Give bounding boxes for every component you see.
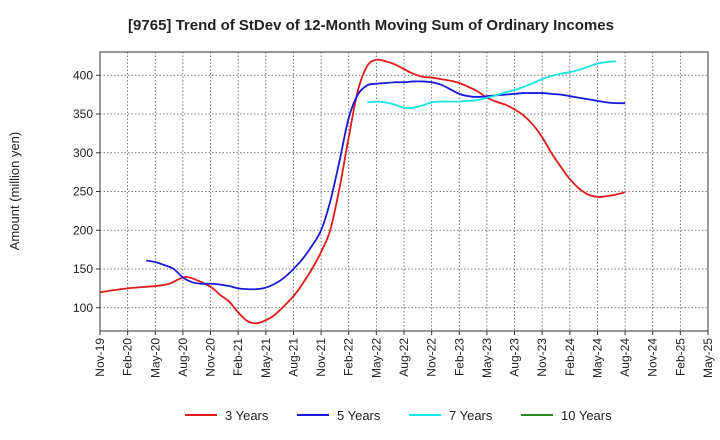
series-line-3-years bbox=[99, 58, 626, 325]
x-tick-label: Nov-20 bbox=[204, 338, 218, 377]
y-axis-label: Amount (million yen) bbox=[7, 132, 22, 251]
x-tick-label: May-25 bbox=[701, 338, 715, 378]
chart-title: [9765] Trend of StDev of 12-Month Moving… bbox=[128, 17, 614, 34]
y-tick-label: 250 bbox=[73, 185, 93, 199]
x-tick-label: May-20 bbox=[148, 338, 162, 378]
x-tick-label: Nov-19 bbox=[93, 338, 107, 377]
y-ticks: 100 150 200 250 300 350 400 bbox=[73, 68, 100, 315]
y-tick-label: 200 bbox=[73, 223, 93, 237]
x-tick-label: Aug-23 bbox=[508, 338, 522, 377]
x-tick-label: Nov-22 bbox=[425, 338, 439, 377]
x-tick-label: Feb-23 bbox=[452, 338, 466, 376]
x-tick-label: May-23 bbox=[480, 338, 494, 378]
x-tick-label: Aug-21 bbox=[286, 338, 300, 377]
x-tick-label: May-24 bbox=[590, 338, 604, 378]
y-tick-label: 350 bbox=[73, 107, 93, 121]
y-tick-label: 300 bbox=[73, 146, 93, 160]
x-tick-label: Feb-21 bbox=[231, 338, 245, 376]
series-layer bbox=[99, 58, 626, 325]
x-tick-label: May-21 bbox=[259, 338, 273, 378]
x-tick-label: Nov-21 bbox=[314, 338, 328, 377]
x-tick-label: Nov-23 bbox=[535, 338, 549, 377]
series-line-5-years bbox=[146, 80, 626, 291]
x-tick-label: Nov-24 bbox=[646, 338, 660, 377]
x-tick-label: Feb-24 bbox=[563, 338, 577, 376]
legend-label-3-years: 3 Years bbox=[225, 408, 269, 423]
x-tick-label: Feb-22 bbox=[342, 338, 356, 376]
x-tick-label: Aug-22 bbox=[397, 338, 411, 377]
x-tick-label: Feb-25 bbox=[673, 338, 687, 376]
x-tick-label: Feb-20 bbox=[121, 338, 135, 376]
x-tick-label: Aug-20 bbox=[176, 338, 190, 377]
legend: 3 Years 5 Years 7 Years 10 Years bbox=[185, 408, 612, 423]
legend-label-10-years: 10 Years bbox=[561, 408, 612, 423]
x-tick-label: Aug-24 bbox=[618, 338, 632, 377]
y-tick-label: 150 bbox=[73, 262, 93, 276]
x-ticks: Nov-19 Feb-20 May-20 Aug-20 Nov-20 Feb-21 May-… bbox=[93, 331, 715, 378]
x-tick-label: May-22 bbox=[369, 338, 383, 378]
legend-label-5-years: 5 Years bbox=[337, 408, 381, 423]
legend-label-7-years: 7 Years bbox=[449, 408, 493, 423]
y-tick-label: 100 bbox=[73, 301, 93, 315]
y-tick-label: 400 bbox=[73, 68, 93, 82]
series-line-7-years bbox=[367, 60, 617, 110]
